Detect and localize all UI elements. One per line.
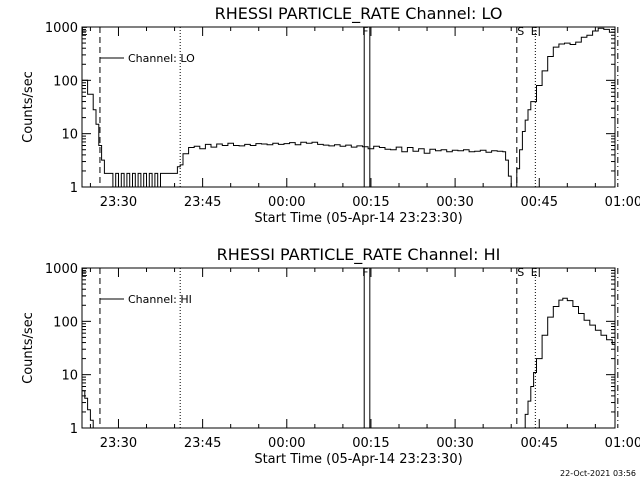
y-tick-label: 1000 (45, 262, 78, 277)
series-line-2 (521, 297, 616, 429)
flag-label: E (531, 266, 538, 279)
x-tick-label: 00:15 (352, 436, 389, 451)
x-tick-label: 00:15 (352, 195, 389, 210)
y-tick-label: 10 (61, 369, 78, 384)
plot-frame (81, 26, 616, 188)
y-tick-label: 100 (53, 315, 78, 330)
chart-panel-2: RHESSI PARTICLE_RATE Channel: HI 1 10 100 10… (21, 245, 640, 467)
y-tick-label: 1 (70, 422, 78, 437)
x-tick-label: 23:30 (100, 195, 137, 210)
x-tick-label: 23:30 (100, 436, 137, 451)
x-tick-label: 00:45 (521, 436, 558, 451)
y-axis-label: Counts/sec (21, 71, 36, 143)
flag-label: F (362, 25, 368, 38)
flag-label: E (81, 25, 88, 38)
series-line-1 (82, 390, 94, 428)
flag-label: S (517, 266, 524, 279)
flag-label: E (81, 266, 88, 279)
chart-title: RHESSI PARTICLE_RATE Channel: LO (215, 4, 503, 24)
plot-frame (81, 267, 616, 429)
x-tick-label: 23:45 (184, 436, 221, 451)
y-tick-label: 1000 (45, 21, 78, 36)
x-tick-label: 00:30 (436, 436, 473, 451)
y-tick-label: 10 (61, 128, 78, 143)
flag-label: F (362, 266, 368, 279)
legend-label: Channel: LO (128, 52, 195, 65)
x-tick-label: 23:45 (184, 195, 221, 210)
y-axis-label: Counts/sec (21, 312, 36, 384)
x-tick-label: 01:00 (605, 195, 640, 210)
generation-timestamp: 22-Oct-2021 03:56 (560, 469, 636, 478)
chart-title: RHESSI PARTICLE_RATE Channel: HI (217, 245, 501, 265)
x-tick-label: 01:00 (605, 436, 640, 451)
x-tick-label: 00:30 (436, 195, 473, 210)
x-axis-label: Start Time (05-Apr-14 23:23:30) (254, 452, 462, 467)
x-tick-label: 00:00 (268, 436, 305, 451)
legend-label: Channel: HI (128, 293, 192, 306)
y-tick-label: 1 (70, 181, 78, 196)
x-tick-label: 00:00 (268, 195, 305, 210)
x-axis-label: Start Time (05-Apr-14 23:23:30) (254, 211, 462, 226)
y-tick-label: 100 (53, 74, 78, 89)
flag-label: E (531, 25, 538, 38)
x-tick-label: 00:45 (521, 195, 558, 210)
chart-panel-1: RHESSI PARTICLE_RATE Channel: LO 1 10 100 10… (21, 4, 640, 226)
flag-label: S (517, 25, 524, 38)
series-line-1 (82, 27, 616, 188)
